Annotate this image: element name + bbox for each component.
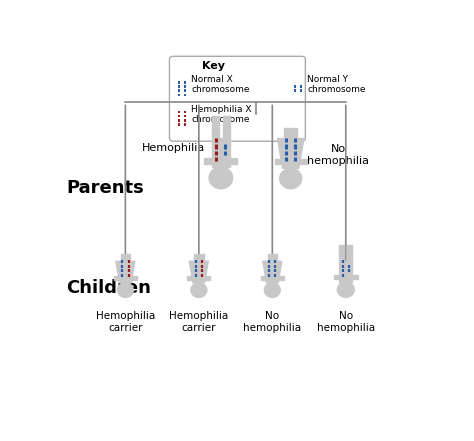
Text: No
hemophilia: No hemophilia [243, 311, 301, 333]
FancyBboxPatch shape [212, 138, 230, 167]
Circle shape [280, 168, 302, 189]
Circle shape [191, 283, 207, 297]
Text: Hemophilia
carrier: Hemophilia carrier [169, 311, 228, 333]
FancyBboxPatch shape [334, 275, 358, 279]
FancyBboxPatch shape [200, 254, 204, 261]
FancyBboxPatch shape [126, 254, 130, 261]
Polygon shape [263, 261, 282, 283]
Text: Hemophilia: Hemophilia [142, 143, 205, 153]
FancyBboxPatch shape [194, 254, 198, 261]
FancyBboxPatch shape [292, 128, 297, 138]
Circle shape [337, 282, 354, 297]
Polygon shape [277, 138, 304, 168]
FancyBboxPatch shape [339, 261, 352, 282]
Text: Normal Y
chromosome: Normal Y chromosome [307, 75, 366, 94]
FancyBboxPatch shape [169, 56, 305, 141]
FancyBboxPatch shape [114, 276, 137, 280]
FancyBboxPatch shape [204, 157, 237, 164]
FancyBboxPatch shape [273, 254, 277, 261]
FancyBboxPatch shape [120, 254, 125, 261]
FancyBboxPatch shape [267, 254, 272, 261]
Text: Hemophilia X
chromosome: Hemophilia X chromosome [191, 105, 252, 124]
FancyBboxPatch shape [261, 276, 284, 280]
FancyBboxPatch shape [347, 245, 352, 261]
FancyBboxPatch shape [223, 116, 230, 138]
FancyBboxPatch shape [274, 159, 307, 164]
Text: Children: Children [66, 279, 152, 297]
Text: Parents: Parents [66, 179, 145, 197]
Text: No
hemophilia: No hemophilia [308, 144, 369, 165]
Text: Normal X
chromosome: Normal X chromosome [191, 75, 250, 94]
Polygon shape [116, 261, 135, 283]
Text: Key: Key [202, 61, 225, 71]
FancyBboxPatch shape [284, 128, 290, 138]
FancyBboxPatch shape [339, 245, 344, 261]
Text: Hemophilia
carrier: Hemophilia carrier [96, 311, 155, 333]
FancyBboxPatch shape [187, 276, 210, 280]
Polygon shape [189, 261, 209, 283]
Circle shape [264, 283, 280, 297]
Circle shape [209, 167, 233, 189]
Circle shape [118, 283, 133, 297]
Text: No
hemophilia: No hemophilia [317, 311, 375, 333]
FancyBboxPatch shape [212, 116, 219, 138]
